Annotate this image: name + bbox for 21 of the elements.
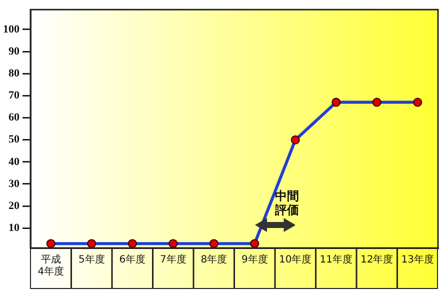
y-tick-label: 30 xyxy=(8,178,20,190)
x-tick-label: 7年度 xyxy=(160,254,186,266)
x-tick-label: 12年度 xyxy=(360,254,394,266)
x-tick-label: 11年度 xyxy=(320,254,352,266)
x-tick-label: 5年度 xyxy=(78,254,105,266)
y-tick-label: 10 xyxy=(8,222,20,234)
y-tick-label: 40 xyxy=(8,156,20,168)
y-tick-label: 20 xyxy=(8,200,20,212)
y-tick-label: 80 xyxy=(8,67,20,80)
x-tick-label: 10年度 xyxy=(279,254,312,266)
y-tick-label: 70 xyxy=(8,90,20,102)
x-tick-label: 13年度 xyxy=(401,254,434,266)
y-tick-label: 100 xyxy=(3,23,20,36)
y-tick-label: 60 xyxy=(8,112,20,124)
y-tick-label: 90 xyxy=(8,45,20,58)
x-tick-label: 8年度 xyxy=(200,254,228,266)
annotation: 中間評価 xyxy=(274,189,299,217)
x-tick-label: 6年度 xyxy=(119,254,146,266)
x-tick-label: 平成 4年度 xyxy=(38,254,64,278)
y-tick-label: 50 xyxy=(8,134,20,146)
x-tick-label: 9年度 xyxy=(241,254,268,266)
